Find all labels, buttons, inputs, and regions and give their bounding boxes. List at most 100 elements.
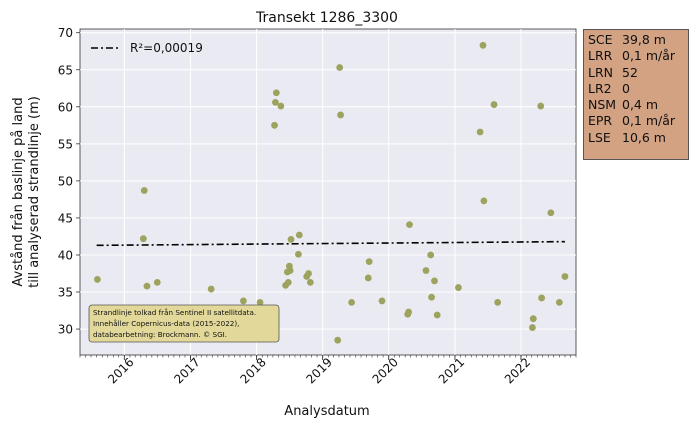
data-point <box>378 297 386 305</box>
data-point <box>139 235 147 243</box>
stat-value: 0,4 m <box>622 97 659 113</box>
chart-title: Transekt 1286_3300 <box>255 10 398 26</box>
stat-row-lrr: LRR 0,1 m/år <box>588 48 688 64</box>
y-tick-label: 45 <box>58 211 73 225</box>
data-point <box>93 276 101 283</box>
data-point <box>365 258 373 266</box>
statistics-box: SCE 39,8 m LRR 0,1 m/år LRN 52 LR2 0 NSM 0,4 … <box>583 29 689 160</box>
data-point <box>479 41 487 49</box>
data-point <box>538 294 546 302</box>
legend-label: R²=0,00019 <box>130 41 203 55</box>
stat-key: LR2 <box>588 80 612 96</box>
y-tick-label: 70 <box>58 26 73 40</box>
data-point <box>272 98 279 106</box>
data-point <box>295 231 303 239</box>
stat-row-lr2: LR2 0 <box>588 81 688 97</box>
stat-row-nsm: NSM 0,4 m <box>588 97 688 113</box>
stat-value: 52 <box>622 64 638 80</box>
data-point <box>140 187 148 194</box>
data-point <box>305 270 312 277</box>
x-tick-label: 2019 <box>303 355 334 386</box>
stat-key: EPR <box>588 113 613 129</box>
stat-value: 10,6 m <box>622 129 666 145</box>
data-point <box>422 267 430 274</box>
data-point <box>405 308 413 316</box>
data-point <box>284 278 292 286</box>
scatter-points <box>93 41 569 344</box>
data-point <box>256 298 264 306</box>
data-point <box>529 315 537 323</box>
data-point <box>336 64 344 71</box>
stat-key: NSM <box>588 97 617 113</box>
x-tick-label: 2022 <box>502 355 533 386</box>
source-annotation: Strandlinje tolkad från Sentinel II sate… <box>88 304 280 343</box>
annotation-line: Innehåller Copernicus-data (2015-2022), <box>93 319 239 328</box>
stat-key: LRN <box>588 64 613 80</box>
annotation-box <box>88 304 280 343</box>
stat-row-sce: SCE 39,8 m <box>588 32 688 48</box>
data-point <box>555 298 563 306</box>
x-tick-label: 2020 <box>370 355 401 386</box>
data-point <box>272 89 280 97</box>
data-point <box>334 336 342 344</box>
stat-row-lrn: LRN 52 <box>588 65 688 81</box>
x-tick-label: 2016 <box>105 355 136 386</box>
stat-key: LRR <box>588 48 613 64</box>
data-point <box>271 121 278 129</box>
x-tick-label: 2018 <box>237 355 268 386</box>
data-point <box>207 285 215 293</box>
data-point <box>528 324 536 331</box>
annotation-line: databearbetning: Brockmann. © SGI. <box>93 330 227 339</box>
y-axis-label-line: till analyserad strandlinje (m) <box>27 96 42 288</box>
stat-row-lse: LSE 10,6 m <box>588 130 688 146</box>
data-point <box>431 277 438 285</box>
stat-value: 39,8 m <box>622 32 666 47</box>
data-point <box>561 273 569 280</box>
legend: R²=0,00019 <box>91 41 203 55</box>
y-tick-label: 50 <box>58 174 73 188</box>
stat-key: LSE <box>588 129 611 145</box>
stat-key: SCE <box>588 32 613 47</box>
data-point <box>476 128 484 136</box>
x-axis-label: Analysdatum <box>284 404 369 419</box>
data-point <box>433 311 441 319</box>
y-axis-label-line: Avstånd från baslinje på land <box>11 97 26 286</box>
data-point <box>306 278 314 286</box>
data-point <box>427 251 435 259</box>
stat-value: 0,1 m/år <box>622 48 676 64</box>
y-tick-label: 30 <box>58 323 73 337</box>
data-point <box>364 274 372 282</box>
stat-row-epr: EPR 0,1 m/år <box>588 113 688 129</box>
data-point <box>337 111 344 119</box>
y-tick-label: 40 <box>58 248 73 262</box>
data-point <box>428 293 435 301</box>
trend-line <box>96 240 565 247</box>
stat-value: 0,1 m/år <box>622 113 676 129</box>
data-point <box>153 278 161 286</box>
data-point <box>287 236 295 243</box>
plot-area <box>79 28 577 356</box>
data-point <box>240 297 247 305</box>
x-tick-label: 2017 <box>171 355 202 386</box>
data-point <box>295 250 302 258</box>
stat-value: 0 <box>622 80 630 96</box>
data-point <box>143 282 151 290</box>
y-tick-label: 55 <box>58 137 73 151</box>
annotation-line: Strandlinje tolkad från Sentinel II sate… <box>93 308 256 317</box>
data-point <box>537 102 545 110</box>
data-point <box>480 197 488 205</box>
data-point <box>547 209 555 217</box>
data-point <box>348 298 356 306</box>
y-tick-label: 60 <box>58 100 73 114</box>
data-point <box>406 221 413 229</box>
data-point <box>277 102 285 110</box>
y-tick-label: 35 <box>58 286 73 300</box>
data-point <box>286 267 294 274</box>
data-point <box>454 284 462 291</box>
data-point <box>490 101 498 108</box>
x-tick-label: 2021 <box>436 355 467 386</box>
y-axis-label: Avstånd från baslinje på land till analy… <box>11 96 42 288</box>
data-point <box>494 298 502 306</box>
y-tick-label: 65 <box>58 63 73 77</box>
